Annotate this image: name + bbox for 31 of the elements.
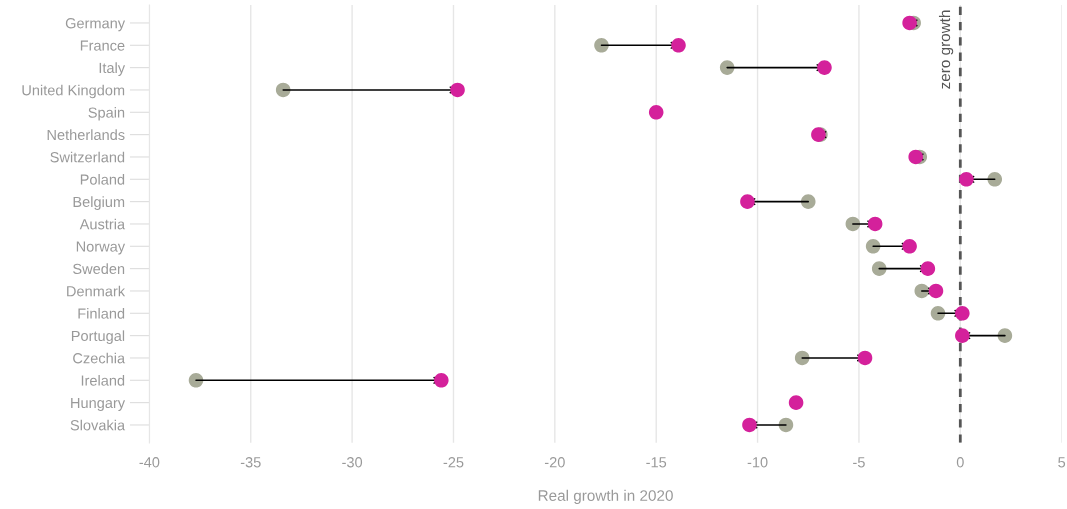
y-tick-label: Czechia [73, 352, 126, 364]
x-tick-label: -10 [747, 457, 768, 468]
y-tick-label: Slovakia [70, 419, 126, 431]
y-tick-label: United Kingdom [22, 84, 125, 99]
y-tick-label: Switzerland [50, 151, 125, 163]
y-tick-label: Portugal [71, 330, 125, 344]
y-tick-label: Netherlands [47, 129, 125, 141]
y-tick-label: Denmark [67, 285, 126, 297]
y-tick-label: Finland [78, 308, 125, 319]
x-tick-label: -5 [853, 457, 865, 468]
x-tick-label: -35 [240, 457, 261, 468]
ref-line-label: zero growth [938, 10, 954, 89]
x-tick-label: -40 [139, 457, 160, 468]
x-tick-label: -30 [342, 457, 363, 468]
y-tick-label: Austria [79, 218, 126, 230]
x-axis-title: Real growth in 2020 [538, 489, 673, 504]
y-tick-label: Ireland [81, 375, 125, 386]
x-tick-label: -20 [544, 457, 565, 468]
y-tick-label: Italy [99, 62, 126, 76]
x-tick-label: 5 [1058, 457, 1066, 468]
x-tick-label: -25 [443, 457, 464, 468]
y-tick-label: Belgium [73, 196, 125, 210]
x-tick-label: 0 [956, 457, 964, 468]
y-tick-label: Poland [80, 174, 125, 185]
y-tick-label: Germany [65, 18, 126, 32]
y-tick-label: Hungary [71, 397, 126, 411]
x-tick-label: -15 [646, 457, 667, 468]
y-tick-label: Spain [88, 107, 125, 121]
y-tick-label: France [80, 40, 125, 51]
y-tick-label: Sweden [73, 263, 125, 275]
y-tick-label: Norway [76, 241, 126, 255]
